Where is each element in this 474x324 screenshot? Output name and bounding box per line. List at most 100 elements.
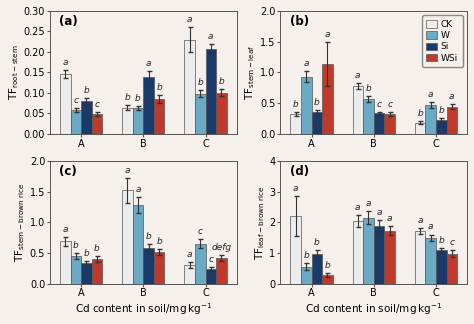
Bar — [122, 190, 133, 284]
Bar — [184, 265, 195, 284]
Bar — [311, 254, 322, 284]
Bar — [216, 93, 227, 134]
Text: b: b — [83, 249, 89, 258]
Text: (a): (a) — [59, 15, 78, 28]
Text: a: a — [428, 223, 433, 231]
Bar — [425, 105, 436, 134]
Bar — [60, 241, 71, 284]
Text: (b): (b) — [290, 15, 309, 28]
Bar — [91, 259, 102, 284]
Legend: CK, W, Si, WSi: CK, W, Si, WSi — [422, 16, 463, 67]
Text: (d): (d) — [290, 165, 309, 178]
Text: a: a — [376, 208, 382, 217]
Bar — [436, 120, 447, 134]
Bar — [353, 221, 363, 284]
Text: a: a — [187, 250, 192, 259]
Bar — [374, 113, 384, 134]
Text: b: b — [73, 241, 79, 250]
Text: c: c — [94, 100, 100, 109]
Text: a: a — [417, 216, 423, 225]
Text: defg: defg — [211, 243, 231, 252]
Bar — [195, 244, 206, 284]
Text: a: a — [208, 32, 214, 40]
Bar — [301, 267, 311, 284]
Bar — [415, 231, 425, 284]
Y-axis label: TF$_\mathregular{leaf-brown\ rice}$: TF$_\mathregular{leaf-brown\ rice}$ — [253, 185, 266, 260]
Bar — [184, 40, 195, 134]
Bar — [384, 231, 395, 284]
Text: a: a — [187, 15, 192, 24]
Text: a: a — [449, 92, 455, 101]
Text: b: b — [365, 84, 371, 93]
Text: c: c — [376, 99, 382, 109]
Bar — [363, 218, 374, 284]
Text: b: b — [314, 238, 319, 248]
Text: b: b — [293, 100, 299, 109]
Text: a: a — [366, 199, 371, 208]
Text: a: a — [293, 184, 299, 193]
Bar — [415, 123, 425, 134]
Bar — [133, 205, 143, 284]
Bar — [81, 101, 91, 134]
Text: a: a — [303, 59, 309, 68]
Text: b: b — [219, 77, 224, 86]
Bar — [436, 250, 447, 284]
Bar — [143, 248, 154, 284]
Bar — [363, 99, 374, 134]
Text: b: b — [325, 261, 330, 271]
Bar — [154, 99, 164, 134]
Bar — [133, 108, 143, 134]
Text: c: c — [449, 238, 454, 248]
Bar — [425, 237, 436, 284]
Bar — [91, 114, 102, 134]
Text: b: b — [438, 236, 444, 245]
X-axis label: Cd content in soil/mg kg$^{-1}$: Cd content in soil/mg kg$^{-1}$ — [74, 301, 212, 317]
Bar — [447, 254, 457, 284]
Text: b: b — [83, 87, 89, 96]
Text: c: c — [387, 100, 392, 109]
Bar — [154, 252, 164, 284]
Bar — [311, 111, 322, 134]
Text: b: b — [146, 232, 152, 241]
Text: b: b — [438, 106, 444, 115]
Bar — [122, 108, 133, 134]
Text: b: b — [156, 237, 162, 246]
Y-axis label: TF$_\mathregular{root-stem}$: TF$_\mathregular{root-stem}$ — [7, 44, 21, 100]
Bar — [291, 216, 301, 284]
Text: (c): (c) — [59, 165, 77, 178]
Text: a: a — [135, 185, 141, 194]
Text: b: b — [156, 83, 162, 92]
Bar — [60, 74, 71, 134]
Bar — [447, 107, 457, 134]
Y-axis label: TF$_\mathregular{stem-leaf}$: TF$_\mathregular{stem-leaf}$ — [244, 45, 257, 100]
Bar — [71, 256, 81, 284]
Bar — [206, 49, 216, 134]
Bar — [143, 77, 154, 134]
Text: b: b — [197, 78, 203, 87]
Text: a: a — [63, 58, 68, 67]
Bar — [291, 114, 301, 134]
Text: b: b — [303, 251, 309, 260]
Text: b: b — [125, 93, 130, 102]
Text: a: a — [125, 166, 130, 175]
Text: a: a — [146, 59, 151, 68]
Text: b: b — [135, 94, 141, 103]
Text: c: c — [198, 227, 203, 237]
Text: a: a — [355, 202, 361, 212]
Text: a: a — [355, 71, 361, 80]
Bar — [206, 269, 216, 284]
Bar — [353, 87, 363, 134]
Bar — [216, 258, 227, 284]
Text: b: b — [94, 244, 100, 253]
Bar — [81, 263, 91, 284]
Text: b: b — [417, 109, 423, 118]
Bar — [322, 64, 333, 134]
Bar — [374, 226, 384, 284]
Text: c: c — [73, 96, 78, 105]
Text: a: a — [63, 225, 68, 234]
X-axis label: Cd content in soil/mg kg$^{-1}$: Cd content in soil/mg kg$^{-1}$ — [305, 301, 442, 317]
Bar — [301, 76, 311, 134]
Text: b: b — [314, 98, 319, 107]
Y-axis label: TF$_\mathregular{stem-brown\ rice}$: TF$_\mathregular{stem-brown\ rice}$ — [13, 182, 27, 262]
Bar — [71, 110, 81, 134]
